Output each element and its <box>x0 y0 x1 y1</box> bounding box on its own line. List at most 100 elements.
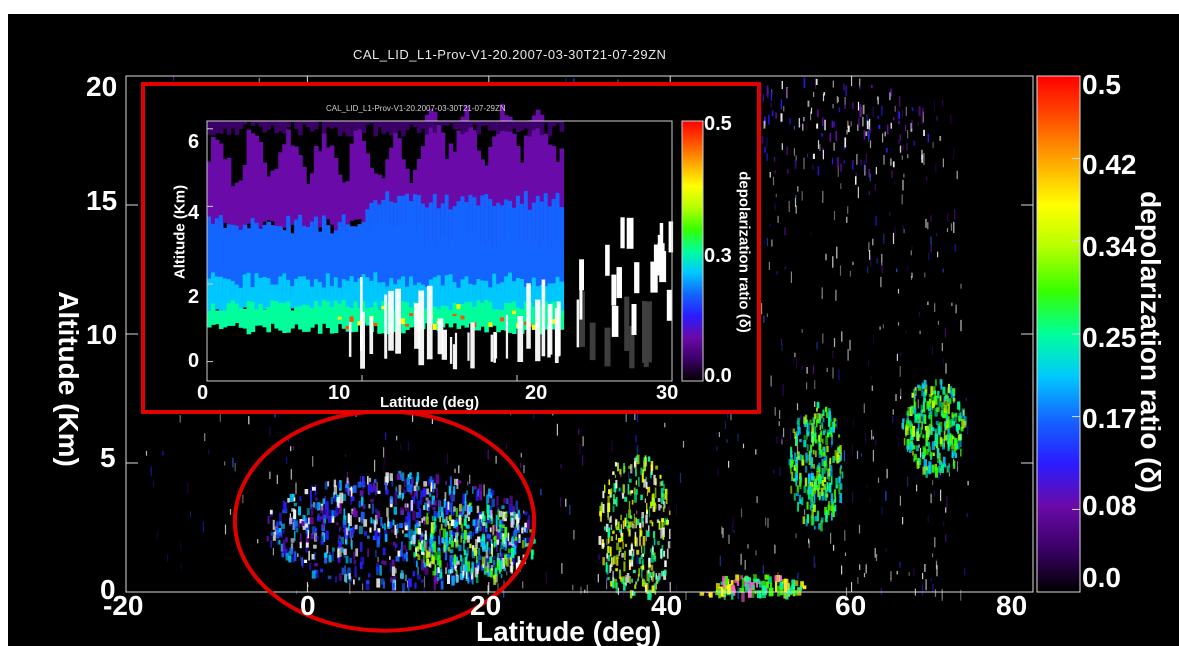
main-y-tick-15: 15 <box>86 185 118 216</box>
main-aerosol-streak <box>663 550 666 557</box>
main-aerosol-streak <box>813 413 817 420</box>
main-aerosol-streak <box>820 475 823 484</box>
main-aerosol-streak <box>394 491 398 495</box>
inset-layer-cell <box>448 209 454 294</box>
main-aerosol-streak <box>812 153 815 159</box>
main-aerosol-streak <box>524 511 528 516</box>
inset-cloud-spike <box>666 289 672 321</box>
main-aerosol-streak <box>949 432 952 443</box>
main-aerosol-streak <box>275 521 279 530</box>
main-noise-streak <box>150 466 152 476</box>
inset-layer-cell <box>369 203 374 289</box>
main-aerosol-streak <box>868 132 870 139</box>
main-noise-streak <box>847 206 849 214</box>
inset-layer-cell <box>298 155 303 224</box>
inset-layer-cell <box>385 286 390 313</box>
main-aerosol-streak <box>358 577 361 581</box>
inset-hot-cell <box>337 316 343 320</box>
main-noise-streak <box>766 137 768 148</box>
main-aerosol-streak <box>941 464 944 473</box>
main-noise-streak <box>377 556 379 563</box>
inset-layer-cell <box>207 161 212 229</box>
main-aerosol-streak <box>629 490 632 494</box>
main-aerosol-streak <box>943 430 946 442</box>
main-noise-streak <box>934 589 937 597</box>
main-aerosol-streak <box>413 552 416 558</box>
main-aerosol-streak <box>767 576 772 584</box>
inset-layer-cell <box>357 126 363 219</box>
main-aerosol-streak <box>859 107 861 118</box>
main-aerosol-streak <box>820 520 823 532</box>
main-noise-streak <box>573 529 575 540</box>
main-aerosol-streak <box>498 524 502 532</box>
inset-layer-cell <box>230 281 236 318</box>
main-aerosol-streak <box>942 438 945 450</box>
main-noise-streak <box>636 553 638 565</box>
main-aerosol-streak <box>447 540 450 546</box>
main-aerosol-streak <box>461 523 464 532</box>
main-aerosol-streak <box>745 576 749 584</box>
main-aerosol-streak <box>331 516 335 523</box>
inset-x-tick-30: 30 <box>656 382 679 404</box>
main-aerosol-streak <box>948 463 950 468</box>
main-aerosol-streak <box>435 512 438 517</box>
main-aerosol-streak <box>617 521 620 530</box>
inset-layer-cell <box>290 310 295 329</box>
main-noise-streak <box>945 534 947 542</box>
main-aerosol-streak <box>523 537 525 543</box>
inset-top-cell <box>472 121 477 125</box>
inset-layer-cell <box>472 130 477 234</box>
main-aerosol-streak <box>443 538 448 549</box>
inset-hot-cell <box>349 316 355 322</box>
main-noise-streak <box>162 450 164 456</box>
main-aerosol-streak <box>607 554 611 562</box>
inset-layer-cell <box>460 196 466 290</box>
inset-layer-cell <box>254 135 260 234</box>
main-aerosol-streak <box>627 521 631 529</box>
main-noise-streak <box>625 413 627 422</box>
main-aerosol-streak <box>315 497 318 501</box>
inset-top-cell <box>270 121 275 126</box>
main-aerosol-streak <box>652 506 655 512</box>
main-aerosol-streak <box>837 447 840 452</box>
main-aerosol-streak <box>345 527 349 536</box>
main-aerosol-streak <box>907 407 910 417</box>
main-aerosol-streak <box>722 578 726 589</box>
main-noise-streak <box>836 505 838 517</box>
main-noise-streak <box>582 455 584 466</box>
main-aerosol-streak <box>513 529 518 537</box>
main-noise-streak <box>872 449 874 462</box>
main-aerosol-streak <box>291 516 294 521</box>
main-aerosol-streak <box>917 458 922 466</box>
main-noise-streak <box>947 213 949 222</box>
inset-top-cell <box>294 121 299 129</box>
main-noise-streak <box>394 544 397 552</box>
main-aerosol-streak <box>911 425 916 437</box>
main-aerosol-streak <box>846 129 848 135</box>
main-aerosol-streak <box>790 485 793 494</box>
inset-layer-cell <box>294 278 299 316</box>
inset-layer-cell <box>317 151 323 228</box>
main-aerosol-streak <box>615 526 618 531</box>
main-noise-streak <box>907 130 909 139</box>
main-aerosol-streak <box>658 572 661 580</box>
inset-layer-cell <box>448 143 454 245</box>
inset-layer-cell <box>361 140 367 226</box>
main-noise-streak <box>953 148 955 156</box>
main-noise-streak <box>202 521 204 533</box>
main-aerosol-streak <box>320 568 323 573</box>
main-aerosol-streak <box>943 442 945 448</box>
inset-top-cell <box>250 121 256 126</box>
inset-layer-cell <box>294 146 299 224</box>
main-aerosol-streak <box>466 553 468 558</box>
main-aerosol-streak <box>825 511 828 523</box>
main-noise-streak <box>911 245 913 251</box>
main-aerosol-streak <box>345 555 349 564</box>
main-aerosol-streak <box>747 588 752 598</box>
inset-layer-cell <box>270 284 275 314</box>
main-noise-streak <box>875 215 877 226</box>
main-aerosol-streak <box>469 506 473 512</box>
main-aerosol-streak <box>654 555 657 562</box>
main-aerosol-streak <box>669 510 671 515</box>
main-aerosol-streak <box>816 487 819 492</box>
